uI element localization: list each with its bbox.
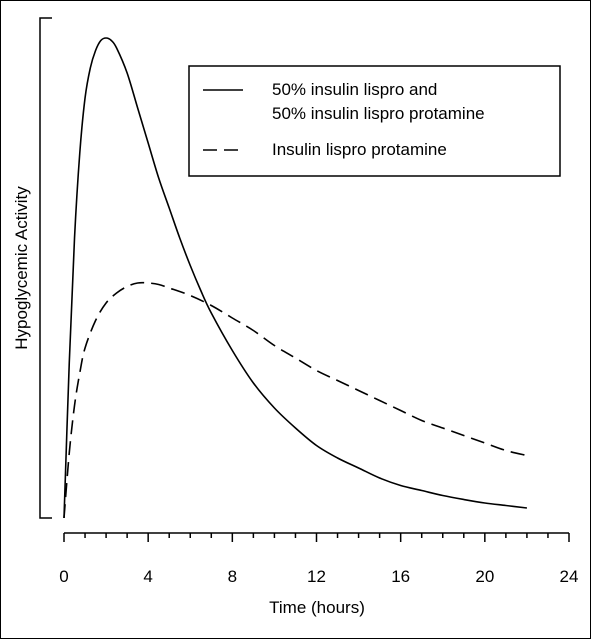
legend-label: 50% insulin lispro protamine (272, 104, 485, 123)
legend-label: 50% insulin lispro and (272, 80, 437, 99)
x-tick-label: 0 (59, 567, 68, 586)
series-line-lispro-protamine (63, 281, 528, 519)
series-line-mix (63, 37, 528, 519)
x-tick-label: 8 (228, 567, 237, 586)
x-tick-labels: 0 4 8 12 16 20 24 (59, 567, 578, 586)
legend-box (188, 65, 561, 177)
x-tick-label: 4 (143, 567, 152, 586)
series-lines (63, 37, 528, 519)
y-axis-line (39, 17, 52, 519)
x-tick-label: 24 (560, 567, 579, 586)
x-tick-label: 16 (391, 567, 410, 586)
legend-label: Insulin lispro protamine (272, 140, 447, 159)
legend: 50% insulin lispro and 50% insulin lispro… (188, 65, 561, 177)
x-ticks (63, 533, 570, 542)
x-tick-label: 20 (475, 567, 494, 586)
x-axis-label: Time (hours) (269, 598, 365, 617)
legend-items: 50% insulin lispro and 50% insulin lispro… (203, 80, 485, 159)
x-tick-label: 12 (307, 567, 326, 586)
y-axis-label: Hypoglycemic Activity (12, 186, 31, 350)
